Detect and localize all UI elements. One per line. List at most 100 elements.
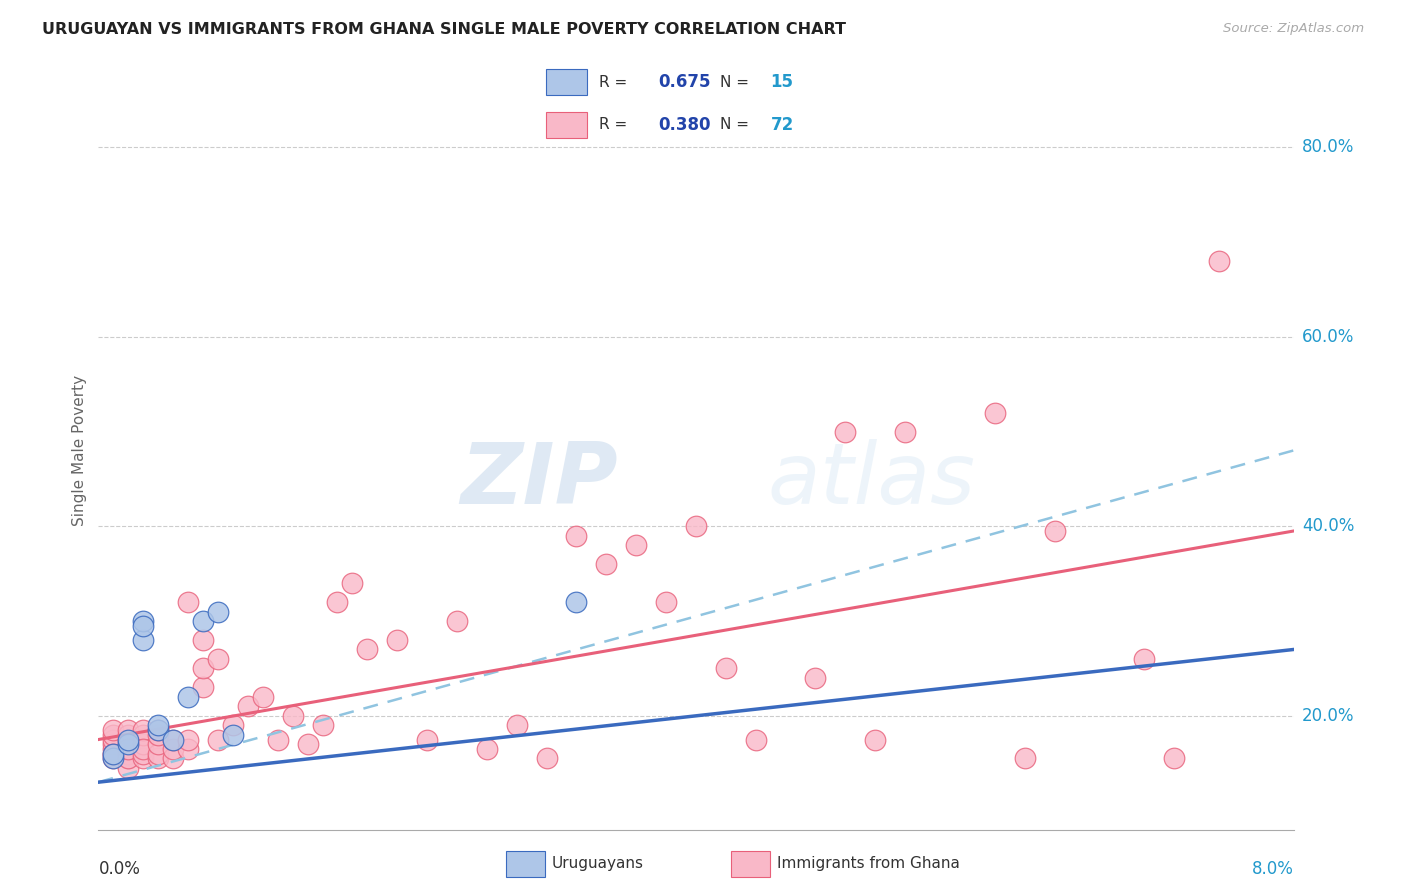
Point xyxy=(117,728,139,742)
Point xyxy=(148,737,170,751)
Bar xyxy=(546,112,588,138)
Point xyxy=(103,728,125,742)
Point xyxy=(103,747,125,761)
Point xyxy=(103,723,125,737)
Bar xyxy=(731,851,770,877)
Point xyxy=(984,405,1007,420)
Point xyxy=(595,557,617,572)
Point xyxy=(132,619,155,633)
Text: 80.0%: 80.0% xyxy=(1302,138,1354,156)
Point xyxy=(132,737,155,751)
Point xyxy=(714,661,737,675)
Text: 15: 15 xyxy=(770,73,793,91)
Point xyxy=(132,751,155,765)
Text: 0.675: 0.675 xyxy=(658,73,711,91)
Text: 0.0%: 0.0% xyxy=(98,860,141,878)
Point xyxy=(148,723,170,737)
Point xyxy=(191,681,214,695)
Point xyxy=(267,732,290,747)
Point xyxy=(191,661,214,675)
Point xyxy=(207,732,229,747)
Point xyxy=(117,732,139,747)
Point xyxy=(103,751,125,765)
Point xyxy=(103,747,125,761)
Point xyxy=(655,595,678,609)
Point xyxy=(207,605,229,619)
Point xyxy=(177,732,200,747)
Point xyxy=(416,732,439,747)
Point xyxy=(117,737,139,751)
Point xyxy=(475,742,498,756)
Text: atlas: atlas xyxy=(768,439,976,523)
Point xyxy=(117,742,139,756)
Point xyxy=(191,633,214,648)
Point xyxy=(132,633,155,648)
Y-axis label: Single Male Poverty: Single Male Poverty xyxy=(72,375,87,526)
Point xyxy=(326,595,349,609)
Point xyxy=(117,742,139,756)
Point xyxy=(804,671,827,685)
Point xyxy=(342,576,364,591)
Point xyxy=(252,690,274,704)
Point xyxy=(177,742,200,756)
Point xyxy=(117,761,139,775)
Point xyxy=(281,708,304,723)
Point xyxy=(117,751,139,765)
Text: R =: R = xyxy=(599,118,633,132)
Bar xyxy=(506,851,544,877)
Text: 72: 72 xyxy=(770,116,794,134)
Point xyxy=(685,519,707,533)
Point xyxy=(745,732,768,747)
Point xyxy=(311,718,333,732)
Point xyxy=(117,747,139,761)
Point xyxy=(117,751,139,765)
Point xyxy=(865,732,887,747)
Text: N =: N = xyxy=(720,118,754,132)
Point xyxy=(626,538,648,552)
Point xyxy=(1163,751,1185,765)
Point xyxy=(117,732,139,747)
Point xyxy=(148,718,170,732)
Point xyxy=(162,732,184,747)
Text: 60.0%: 60.0% xyxy=(1302,327,1354,346)
Point xyxy=(148,723,170,737)
Point xyxy=(1043,524,1066,538)
Point xyxy=(103,732,125,747)
Point xyxy=(148,728,170,742)
Point xyxy=(162,732,184,747)
Text: URUGUAYAN VS IMMIGRANTS FROM GHANA SINGLE MALE POVERTY CORRELATION CHART: URUGUAYAN VS IMMIGRANTS FROM GHANA SINGL… xyxy=(42,22,846,37)
Point xyxy=(536,751,558,765)
Text: 0.380: 0.380 xyxy=(658,116,711,134)
Point xyxy=(132,614,155,628)
Point xyxy=(297,737,319,751)
Point xyxy=(148,747,170,761)
Point xyxy=(356,642,378,657)
Point xyxy=(177,690,200,704)
Point xyxy=(132,723,155,737)
Text: ZIP: ZIP xyxy=(461,439,619,523)
Point xyxy=(191,614,214,628)
Text: 20.0%: 20.0% xyxy=(1302,706,1354,725)
Point xyxy=(1208,254,1230,268)
Point xyxy=(506,718,529,732)
Point xyxy=(103,751,125,765)
Point xyxy=(162,751,184,765)
Point xyxy=(236,699,259,714)
Text: 8.0%: 8.0% xyxy=(1251,860,1294,878)
Text: N =: N = xyxy=(720,75,754,89)
Point xyxy=(148,751,170,765)
Point xyxy=(103,747,125,761)
Point xyxy=(385,633,409,648)
Point xyxy=(894,425,917,439)
Text: 40.0%: 40.0% xyxy=(1302,517,1354,535)
Text: Immigrants from Ghana: Immigrants from Ghana xyxy=(778,855,960,871)
Point xyxy=(565,595,588,609)
Point xyxy=(834,425,856,439)
Text: Source: ZipAtlas.com: Source: ZipAtlas.com xyxy=(1223,22,1364,36)
Point xyxy=(1014,751,1036,765)
Bar xyxy=(546,69,588,95)
Point xyxy=(132,747,155,761)
Text: R =: R = xyxy=(599,75,633,89)
Point xyxy=(103,737,125,751)
Point xyxy=(177,595,200,609)
